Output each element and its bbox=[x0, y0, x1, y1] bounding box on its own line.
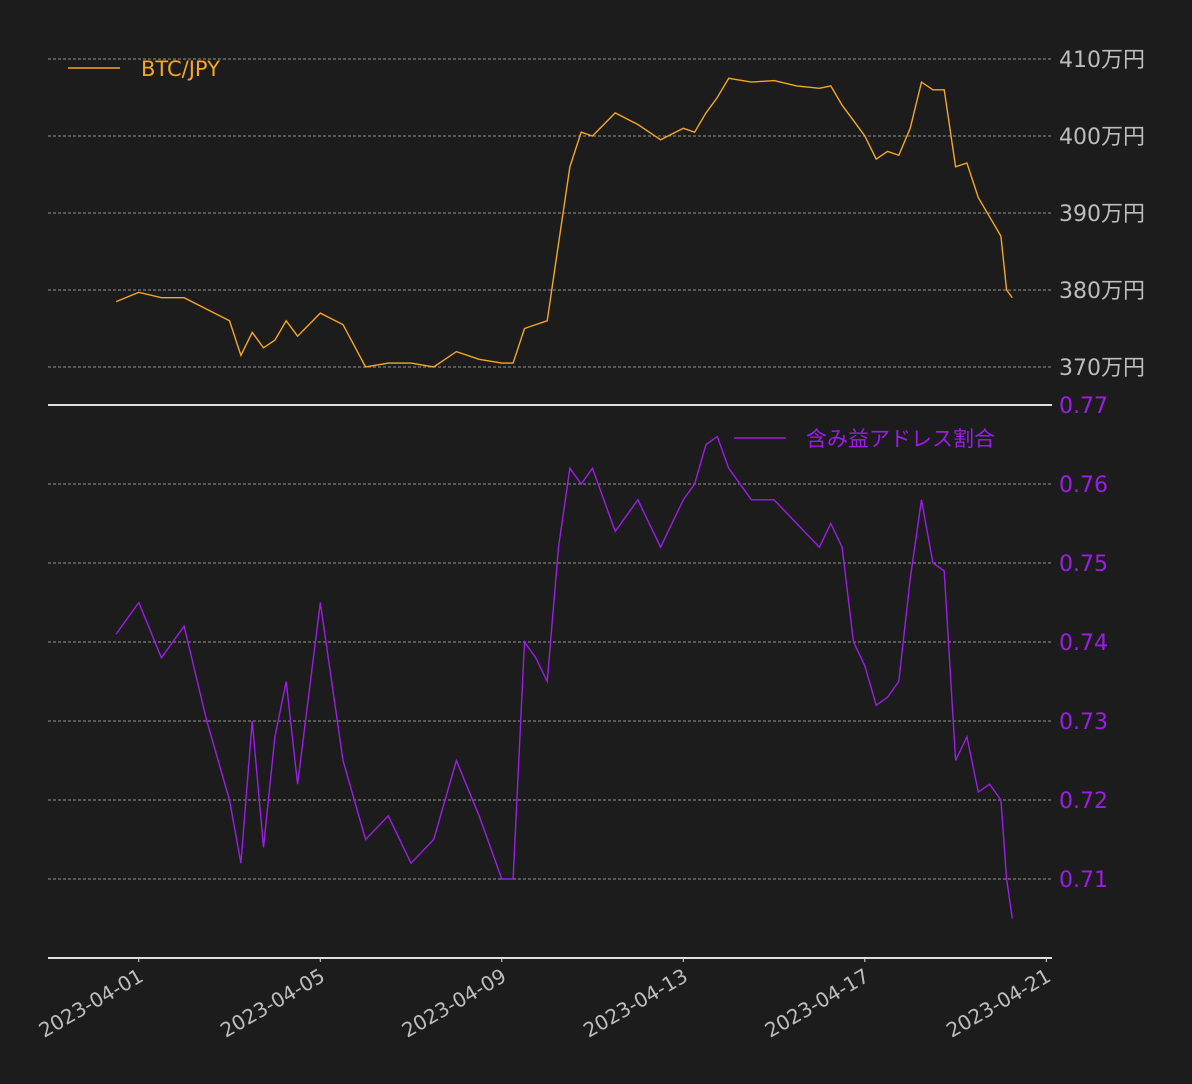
ratio-legend: 含み益アドレス割合 bbox=[734, 427, 995, 451]
y-tick-label: 0.73 bbox=[1059, 710, 1108, 735]
y-tick-label: 0.71 bbox=[1059, 868, 1108, 893]
y-tick-label: 0.76 bbox=[1059, 473, 1108, 498]
y-tick-label: 380万円 bbox=[1059, 279, 1145, 304]
btc-price-line bbox=[115, 77, 1013, 368]
btc-panel: 370万円 380万円 390万円 400万円 410万円 BTC/JPY bbox=[48, 48, 1145, 381]
y-tick-label: 0.77 bbox=[1059, 394, 1108, 419]
ratio-legend-label: 含み益アドレス割合 bbox=[806, 427, 995, 451]
y-tick-label: 0.75 bbox=[1059, 552, 1108, 577]
btc-legend: BTC/JPY bbox=[68, 57, 220, 81]
btc-y-tick-labels: 370万円 380万円 390万円 400万円 410万円 bbox=[1059, 48, 1145, 381]
y-tick-label: 410万円 bbox=[1059, 48, 1145, 73]
y-tick-label: 390万円 bbox=[1059, 202, 1145, 227]
y-tick-label: 0.72 bbox=[1059, 789, 1108, 814]
y-tick-label: 0.74 bbox=[1059, 631, 1108, 656]
y-tick-label: 370万円 bbox=[1059, 356, 1145, 381]
btc-legend-label: BTC/JPY bbox=[141, 57, 220, 81]
ratio-y-tick-labels: 0.71 0.72 0.73 0.74 0.75 0.76 0.77 bbox=[1059, 394, 1108, 893]
y-tick-label: 400万円 bbox=[1059, 125, 1145, 150]
ratio-panel: 0.71 0.72 0.73 0.74 0.75 0.76 0.77 含み益アドレス割合 bbox=[48, 394, 1108, 919]
btc-grid bbox=[48, 58, 1052, 368]
profit-address-ratio-line bbox=[115, 435, 1013, 919]
